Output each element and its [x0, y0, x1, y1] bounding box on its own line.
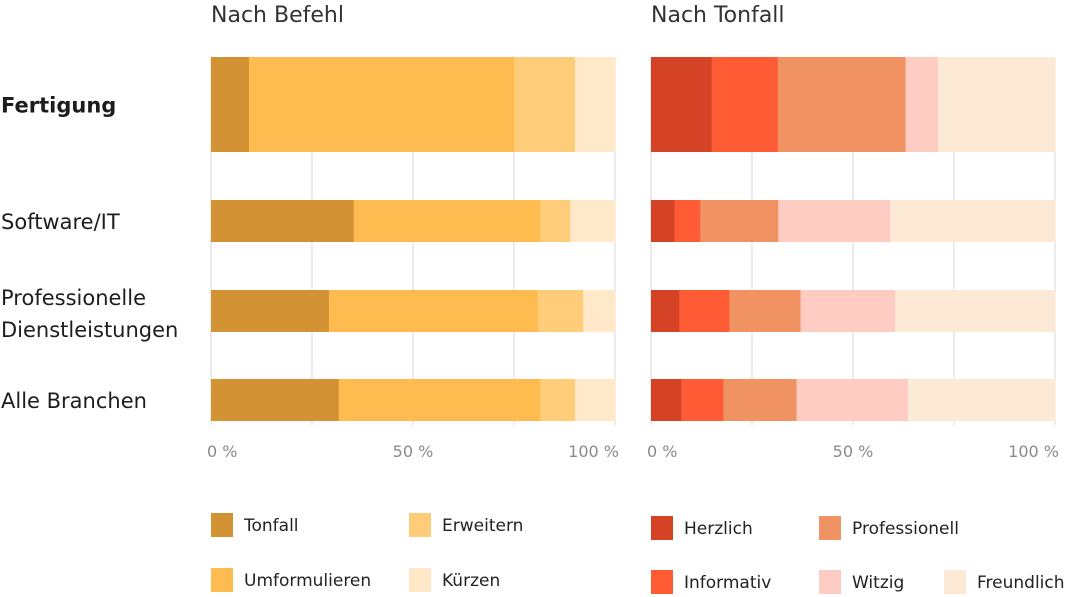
category-label: Software/IT [1, 210, 120, 234]
bar-segment [796, 379, 909, 421]
x-tick-label: 50 % [393, 442, 434, 461]
bar-segment [540, 200, 571, 242]
x-tick-label: 0 % [647, 442, 677, 461]
bar-segment [651, 379, 682, 421]
bar-segment [777, 57, 906, 152]
bar-segment [651, 200, 675, 242]
bar-segment [729, 290, 801, 332]
bar-segment [890, 200, 1056, 242]
legend-swatch [409, 568, 431, 592]
bar-segment [681, 379, 724, 421]
legend-label: Erweitern [442, 516, 523, 536]
category-label: Fertigung [1, 94, 116, 118]
legend-swatch [944, 570, 966, 594]
legend-label: Informativ [684, 573, 771, 593]
bar-segment [700, 200, 779, 242]
x-tick-label: 100 % [1008, 442, 1059, 461]
x-tick-label: 100 % [568, 442, 619, 461]
bar-segment [800, 290, 896, 332]
x-tick-label: 50 % [833, 442, 874, 461]
chart-title: Nach Tonfall [651, 3, 785, 28]
bar-segment [907, 379, 1056, 421]
legend-swatch [211, 568, 233, 592]
legend-label: Tonfall [243, 516, 299, 536]
legend-swatch [651, 516, 673, 540]
bar-segment [537, 290, 584, 332]
legend-label: Herzlich [684, 519, 753, 539]
legend-swatch [651, 570, 673, 594]
chart-title: Nach Befehl [211, 3, 344, 28]
bar-segment [211, 200, 355, 242]
legend-label: Professionell [852, 519, 959, 539]
bar-segment [211, 379, 340, 421]
bar-segment [674, 200, 701, 242]
bar-segment [651, 57, 712, 152]
legend-label: Freundlich [977, 573, 1065, 593]
bar-segment [778, 200, 891, 242]
bar-segment [353, 200, 541, 242]
bar-segment [540, 379, 576, 421]
legend-swatch [211, 513, 233, 537]
bar-segment [583, 290, 616, 332]
bar-segment [211, 290, 330, 332]
bar-segment [937, 57, 1056, 152]
bar-segment [895, 290, 1056, 332]
bar-segment [248, 57, 515, 152]
bar-segment [211, 57, 250, 152]
legend-label: Umformulieren [244, 571, 371, 591]
bar-segment [905, 57, 939, 152]
category-label: Professionelle Dienstleistungen [1, 286, 178, 342]
x-tick-label: 0 % [207, 442, 237, 461]
bar-segment [338, 379, 541, 421]
legend-label: Witzig [852, 573, 904, 593]
legend-swatch [409, 513, 431, 537]
category-label: Alle Branchen [1, 389, 147, 413]
bar-segment [651, 290, 680, 332]
bar-segment [328, 290, 539, 332]
bar-segment [575, 57, 616, 152]
legend-swatch [819, 516, 841, 540]
bar-segment [570, 200, 616, 242]
bar-segment [679, 290, 730, 332]
legend-swatch [819, 570, 841, 594]
bar-segment [514, 57, 576, 152]
bar-segment [723, 379, 797, 421]
legend-label: Kürzen [442, 571, 500, 591]
bar-segment [575, 379, 616, 421]
bar-segment [711, 57, 779, 152]
